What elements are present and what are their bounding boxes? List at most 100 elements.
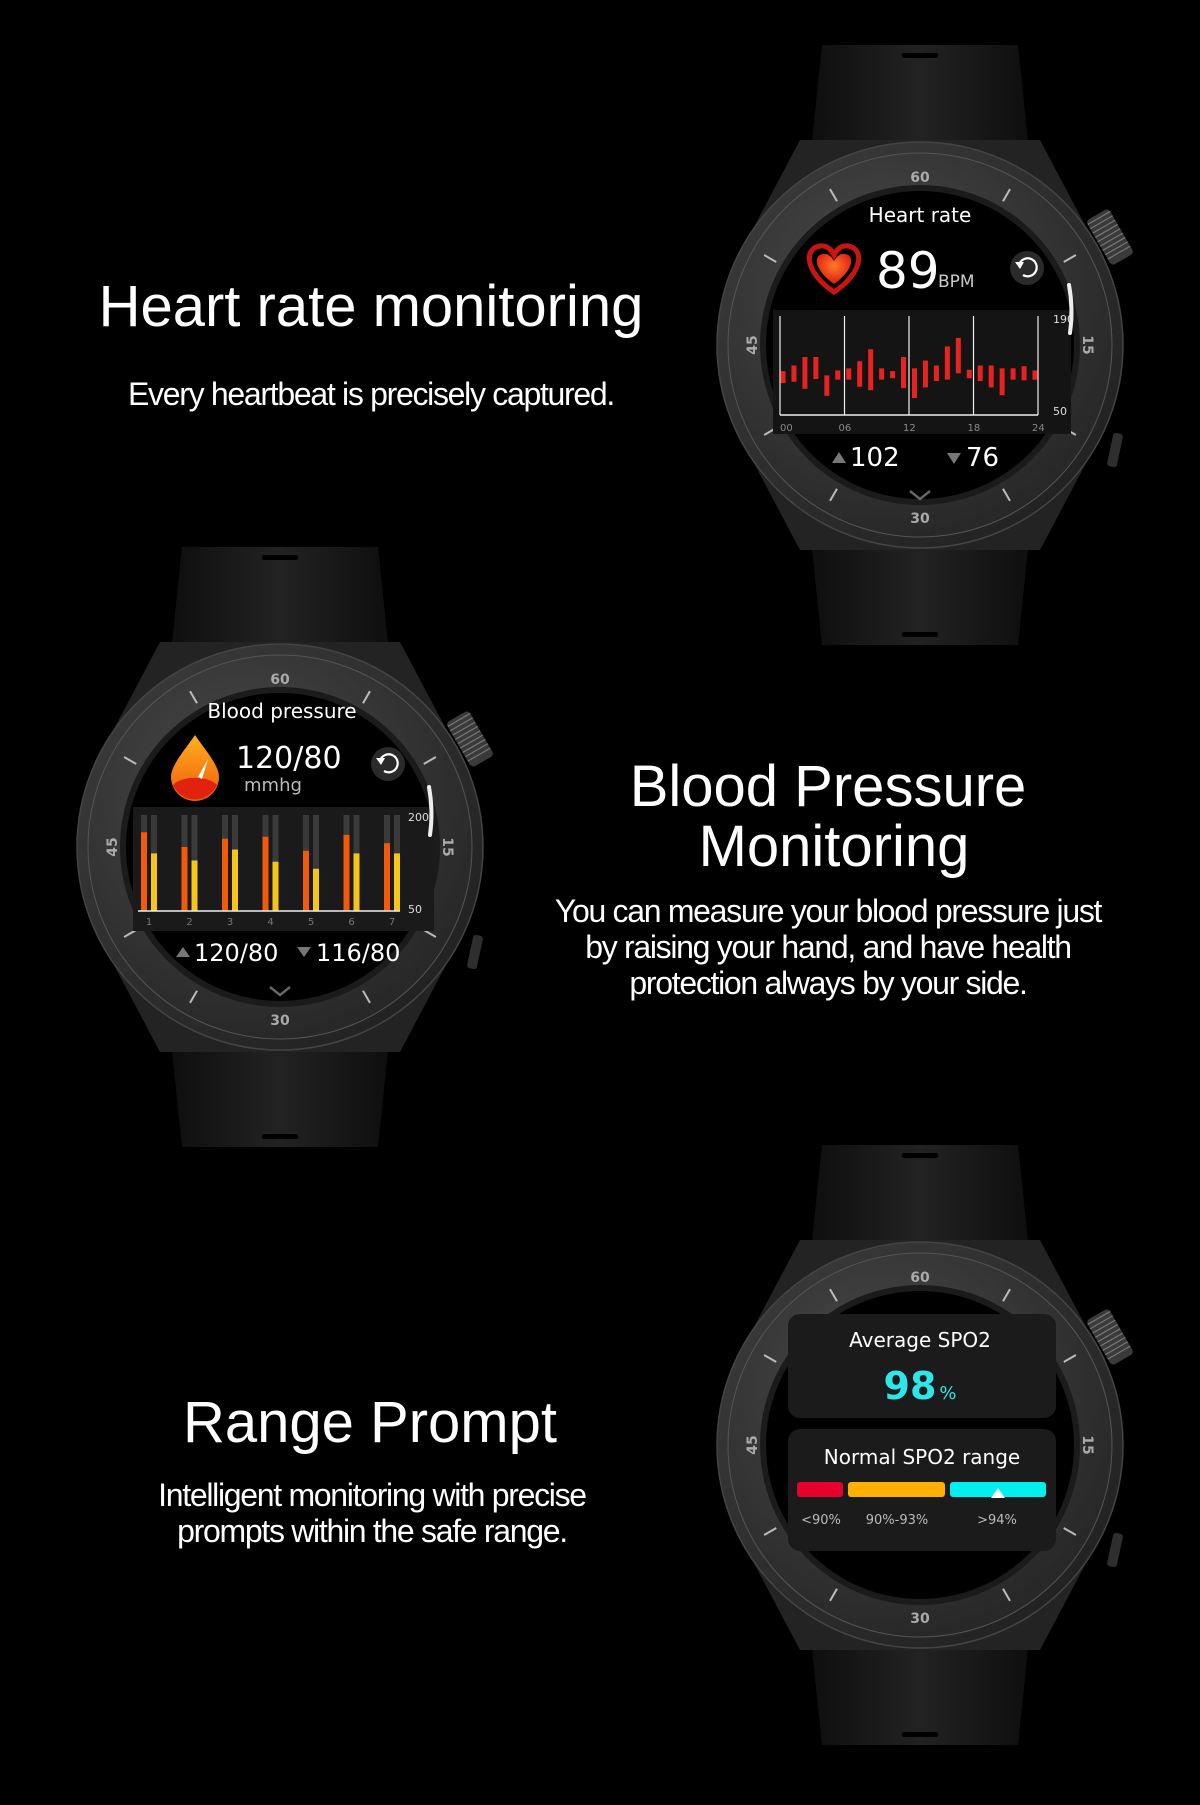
range-label: >94% (977, 1513, 1017, 1528)
bezel-number: 45 (745, 335, 761, 354)
heart-rate-bar (857, 361, 863, 387)
bezel-tick (1063, 254, 1077, 263)
blood-drop-gauge-icon (171, 735, 219, 801)
x-tick-label: 4 (267, 917, 273, 928)
range-label: <90% (801, 1513, 841, 1528)
scroll-indicator (427, 785, 434, 837)
heart-rate-bar (835, 370, 841, 380)
heart-rate-bar (999, 368, 1005, 396)
scroll-indicator (1067, 283, 1074, 335)
heart-rate-bar (1032, 370, 1038, 380)
spo2-range-title: Normal SPO2 range (824, 1445, 1020, 1469)
side-button[interactable] (467, 934, 484, 970)
bezel-number: 45 (105, 837, 121, 856)
bp-text-line1: You can measure your blood pressure just (554, 893, 1103, 929)
heart-rate-bar (780, 371, 786, 384)
heart-rate-bar (802, 357, 808, 389)
average-spo2-title: Average SPO2 (849, 1328, 991, 1352)
bezel-number: 30 (910, 1611, 930, 1627)
bezel-tick (423, 929, 437, 938)
heart-rate-bar (901, 357, 907, 389)
heart-rate-bar (1010, 368, 1016, 380)
bar-track (313, 815, 319, 911)
bezel-number: 60 (910, 1270, 930, 1286)
screen-title: Heart rate (869, 203, 972, 227)
strap-slot (902, 1732, 938, 1737)
heart-rate-unit: BPM (938, 272, 975, 292)
strap-slot (902, 632, 938, 637)
min-triangle-icon (947, 453, 961, 464)
strap-bottom (810, 530, 1030, 645)
x-tick-label: 18 (968, 423, 981, 434)
x-tick-label: 5 (308, 917, 314, 928)
x-tick-label: 3 (227, 917, 233, 928)
watch-spo2: 60 15 30 45 Average SPO2 98% Normal SPO2 ra… (716, 1145, 1135, 1745)
bezel-tick (763, 1527, 777, 1536)
bp-max: 120/80 (194, 939, 278, 967)
crown-button[interactable] (1086, 208, 1135, 266)
bp-text-line2: by raising your hand, and have health (585, 929, 1072, 965)
x-tick-label: 7 (389, 917, 395, 928)
heart-rate-subtext: Every heartbeat is precisely captured. (128, 376, 615, 412)
x-tick-label: 00 (780, 423, 793, 434)
heart-rate-bar (1021, 366, 1027, 381)
y-max-label: 200 (408, 811, 429, 824)
spo2-screen: Average SPO2 98% Normal SPO2 range <90% 9… (788, 1314, 1056, 1551)
crown-button[interactable] (446, 710, 495, 768)
heart-rate-bar (988, 365, 994, 388)
refresh-button[interactable] (371, 747, 405, 781)
x-tick-label: 6 (348, 917, 354, 928)
heart-rate-bar (944, 346, 950, 380)
heart-rate-max: 102 (850, 443, 900, 473)
range-segment (797, 1482, 843, 1497)
heart-rate-screen: Heart rate 89 BPM 190 50 00 06 12 18 24 102 … (773, 203, 1074, 501)
bezel-tick (1002, 188, 1011, 202)
bp-text-line3: protection always by your side. (629, 965, 1028, 1001)
average-spo2-value: 98% (884, 1364, 957, 1408)
heart-rate-bar (955, 337, 961, 374)
x-tick-label: 24 (1032, 423, 1045, 434)
diastolic-bar (353, 853, 360, 911)
diastolic-bar (232, 849, 238, 911)
systolic-bar (343, 834, 350, 911)
heart-rate-bar (911, 368, 917, 399)
side-button[interactable] (1107, 1532, 1124, 1568)
refresh-button[interactable] (1010, 251, 1044, 285)
bezel-tick (189, 690, 198, 704)
strap-bottom (170, 1032, 390, 1147)
bezel-number: 60 (270, 672, 290, 688)
diastolic-bar (191, 860, 198, 911)
chevron-down-icon[interactable] (909, 490, 931, 501)
bezel-tick (189, 990, 198, 1004)
strap-top (810, 45, 1030, 160)
heart-rate-bar (890, 371, 896, 379)
systolic-bar (303, 850, 309, 911)
strap-top (170, 547, 390, 662)
bezel-number: 15 (1079, 1435, 1095, 1454)
bezel-number: 15 (1079, 335, 1095, 354)
bezel-tick (423, 756, 437, 765)
bezel-tick (763, 1354, 777, 1363)
bp-chart: 1 2 3 4 5 6 7 (138, 815, 400, 928)
bezel-tick (1063, 1354, 1077, 1363)
heart-rate-heading: Heart rate monitoring (98, 274, 644, 339)
bezel-tick (1002, 1588, 1011, 1602)
bezel-tick (123, 929, 137, 938)
bezel-tick (763, 254, 777, 263)
heart-rate-value: 89 (876, 242, 940, 300)
heart-rate-bar (922, 360, 928, 388)
systolic-bar (141, 832, 147, 911)
heart-rate-bar (933, 365, 939, 382)
y-min-label: 50 (1053, 405, 1067, 418)
chevron-down-icon[interactable] (269, 986, 291, 997)
bezel-tick (829, 1288, 838, 1302)
crown-button[interactable] (1086, 1308, 1135, 1366)
strap-bottom (810, 1630, 1030, 1745)
heart-icon (806, 243, 862, 296)
strap-slot (902, 53, 938, 58)
side-button[interactable] (1107, 432, 1124, 468)
current-value-marker (991, 1488, 1005, 1498)
range-segment (848, 1482, 945, 1497)
range-text-line1: Intelligent monitoring with precise (158, 1477, 587, 1513)
